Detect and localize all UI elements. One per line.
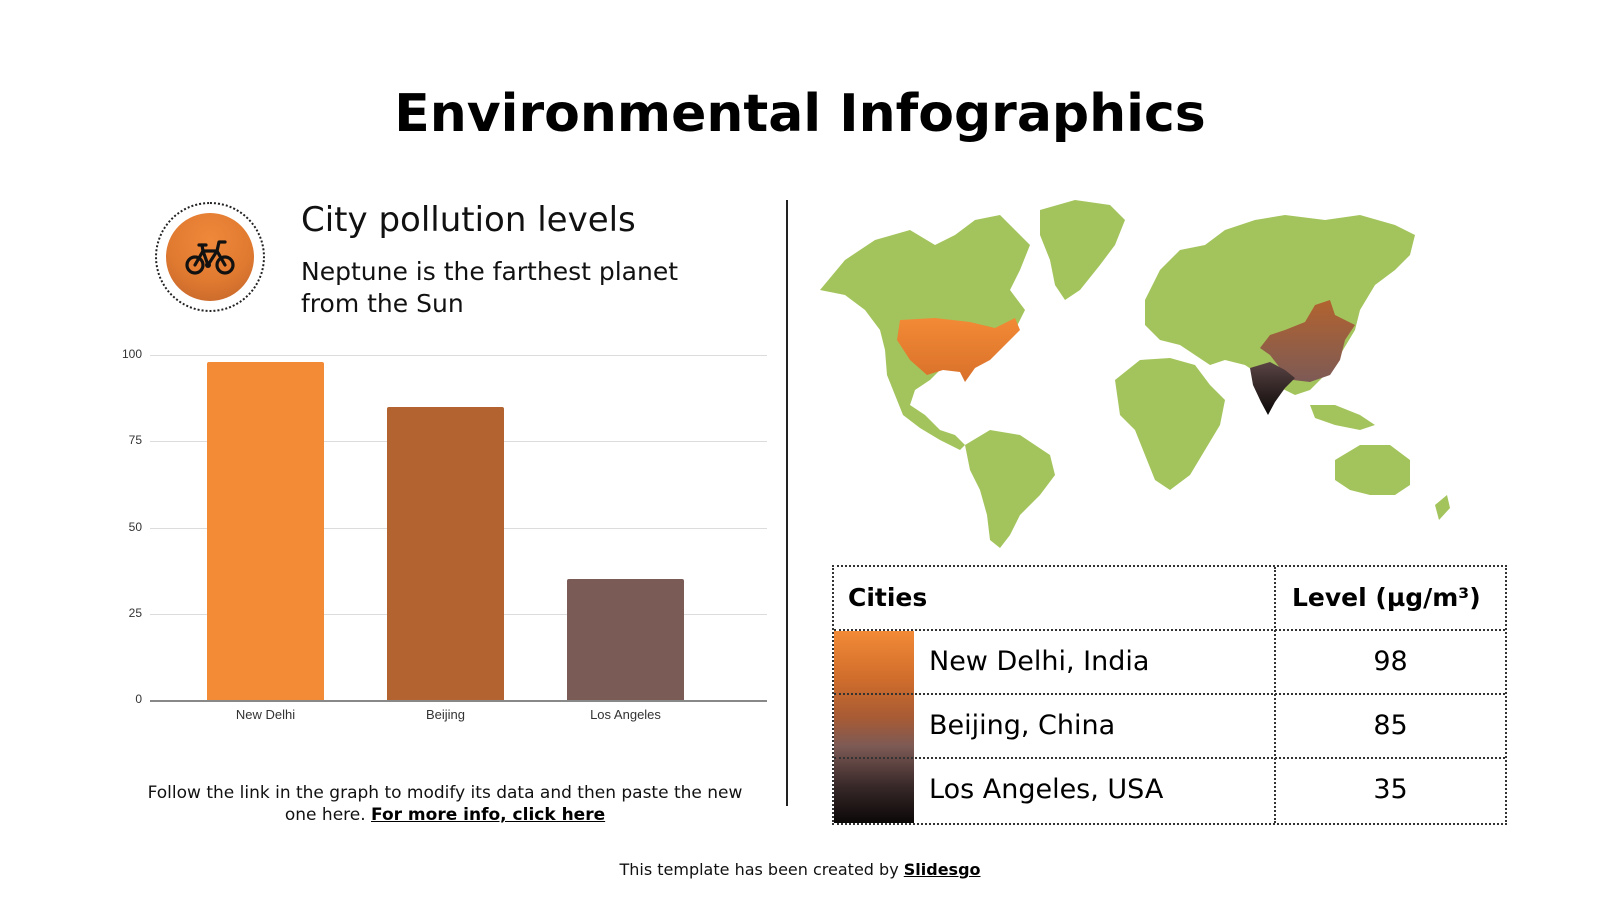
table-row: Beijing, China 85 bbox=[834, 695, 1505, 759]
city-cell: New Delhi, India bbox=[929, 646, 1150, 677]
india-highlight bbox=[1250, 362, 1295, 415]
world-map bbox=[820, 200, 1450, 548]
level-cell: 98 bbox=[1373, 646, 1408, 677]
icon-badge bbox=[166, 213, 254, 301]
y-tick-label: 25 bbox=[128, 605, 142, 620]
section-subheading: Neptune is the farthest planet from the … bbox=[301, 257, 679, 318]
bicycle-icon bbox=[185, 240, 235, 275]
usa-highlight bbox=[897, 318, 1020, 382]
chart-note: Follow the link in the graph to modify i… bbox=[140, 782, 750, 826]
icon-dotted-ring bbox=[155, 202, 265, 312]
footer-text: This template has been created by bbox=[619, 860, 899, 879]
slidesgo-link[interactable]: Slidesgo bbox=[903, 860, 981, 879]
pollution-table: Cities Level (µg/m³) New Delhi, India 98… bbox=[832, 565, 1507, 825]
city-cell: Beijing, China bbox=[929, 710, 1116, 741]
x-tick-label: New Delhi bbox=[235, 707, 296, 722]
column-separator bbox=[1274, 567, 1276, 823]
level-cell: 35 bbox=[1373, 774, 1408, 805]
new-zealand-shape bbox=[1435, 495, 1450, 520]
africa-shape bbox=[1115, 358, 1225, 490]
south-america-shape bbox=[965, 430, 1055, 548]
level-cell: 85 bbox=[1373, 710, 1408, 741]
city-cell: Los Angeles, USA bbox=[929, 774, 1164, 805]
australia-shape bbox=[1335, 445, 1410, 495]
greenland-shape bbox=[1040, 200, 1125, 300]
table-row: New Delhi, India 98 bbox=[834, 631, 1505, 695]
note-text: Follow the link in the graph to modify i… bbox=[147, 783, 743, 825]
more-info-link[interactable]: For more info, click here bbox=[371, 805, 606, 825]
china-highlight bbox=[1260, 300, 1355, 382]
bar-beijing[interactable] bbox=[387, 406, 504, 700]
gridline bbox=[150, 355, 767, 356]
table-header-row: Cities Level (µg/m³) bbox=[834, 567, 1505, 631]
table-row: Los Angeles, USA 35 bbox=[834, 759, 1505, 823]
header-cities: Cities bbox=[848, 583, 928, 612]
page-title: Environmental Infographics bbox=[394, 84, 1206, 144]
gradient-swatch bbox=[834, 631, 914, 823]
column-divider bbox=[786, 200, 788, 806]
x-axis-line bbox=[150, 700, 767, 702]
x-tick-label: Beijing bbox=[425, 707, 466, 722]
y-tick-label: 100 bbox=[121, 347, 142, 361]
header-level: Level (µg/m³) bbox=[1292, 583, 1481, 612]
section-heading: City pollution levels bbox=[301, 200, 636, 240]
y-tick-label: 50 bbox=[128, 519, 142, 534]
eurasia-shape bbox=[1145, 215, 1415, 395]
bar-new-delhi[interactable] bbox=[207, 361, 324, 700]
bar-chart[interactable]: 0 25 50 75 100 New Delhi Beijing Los Angeles bbox=[110, 340, 770, 740]
x-tick-label: Los Angeles bbox=[590, 707, 661, 722]
bar-los-angeles[interactable] bbox=[567, 579, 684, 700]
southeast-asia-shape bbox=[1310, 405, 1375, 430]
footer: This template has been created by Slides… bbox=[0, 860, 1600, 879]
y-tick-label: 0 bbox=[135, 692, 142, 706]
y-tick-label: 75 bbox=[128, 433, 142, 448]
